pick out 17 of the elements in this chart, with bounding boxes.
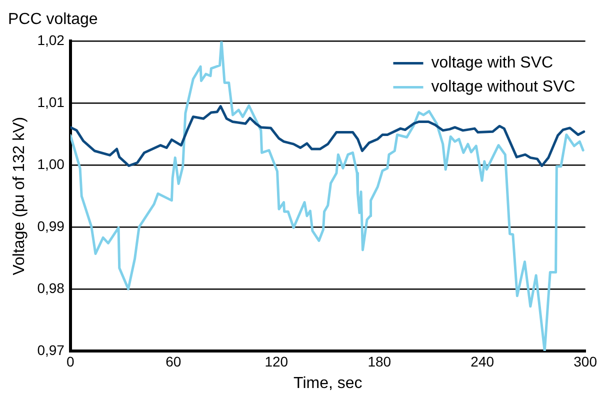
x-tick-label: 120 (264, 353, 288, 370)
x-tick-label: 0 (66, 353, 75, 370)
legend-label: voltage without SVC (431, 78, 576, 96)
x-tick-label: 60 (166, 353, 182, 370)
y-axis-title: Voltage (pu of 132 kV) (11, 116, 28, 276)
x-tick-label: 240 (470, 353, 494, 370)
y-tick-label: 0,99 (37, 218, 65, 234)
y-tick-label: 1,02 (37, 32, 65, 48)
chart-title: PCC voltage (8, 11, 98, 28)
y-tick-label: 1,01 (37, 94, 65, 110)
x-tick-label: 180 (368, 353, 392, 370)
legend-label: voltage with SVC (431, 54, 554, 72)
x-tick-label: 300 (574, 353, 598, 370)
x-axis-title: Time, sec (294, 374, 362, 392)
y-tick-label: 0,98 (37, 280, 65, 296)
y-tick-label: 1,00 (37, 156, 65, 172)
y-tick-label: 0,97 (37, 342, 65, 358)
